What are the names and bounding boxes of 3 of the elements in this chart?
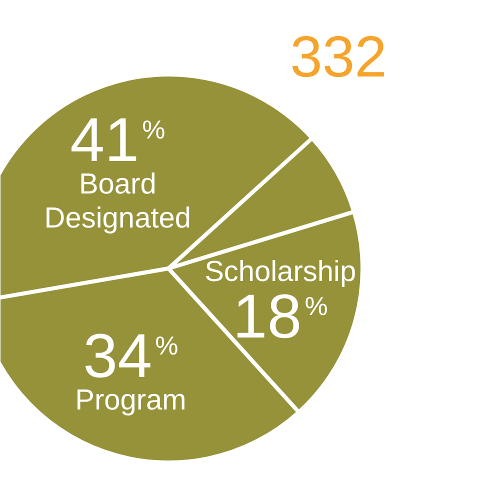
slice-label: Board Designated (44, 168, 192, 234)
text: 332 (290, 24, 387, 90)
slice-label: Program (75, 384, 186, 417)
